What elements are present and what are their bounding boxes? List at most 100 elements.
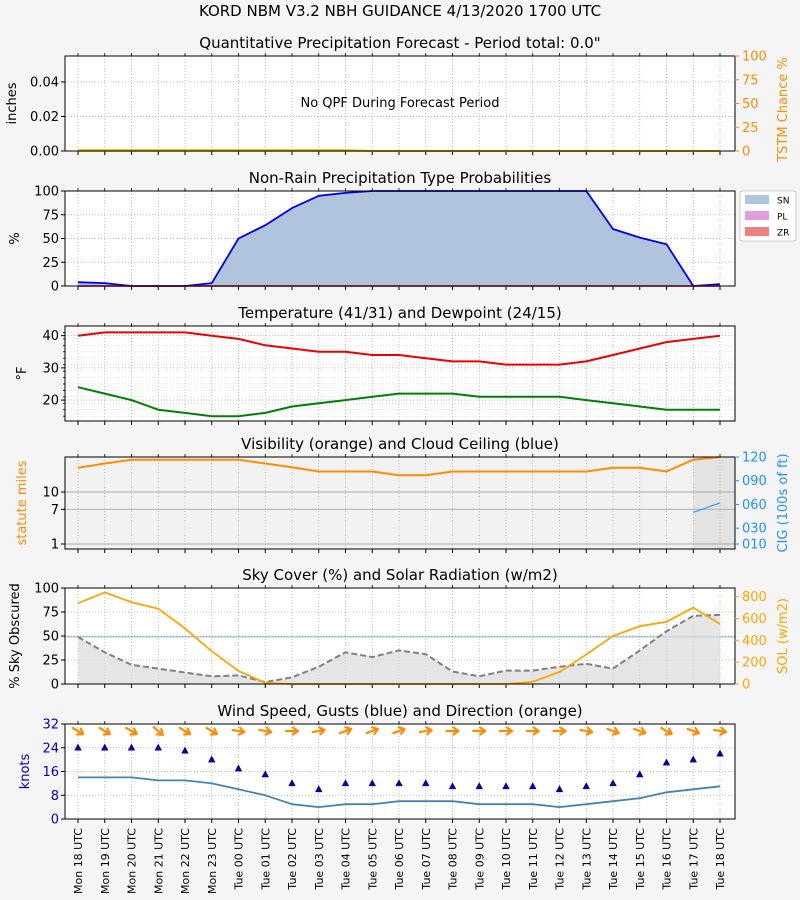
y2-tick-label: 400 (742, 634, 767, 649)
wind-direction-arrow (205, 726, 219, 736)
panel-title: Non-Rain Precipitation Type Probabilitie… (249, 169, 552, 187)
x-tick-label: Tue 04 UTC (340, 828, 353, 891)
plot-area (65, 56, 735, 151)
y-tick-label: 32 (42, 718, 59, 733)
y2-tick-label: 100 (742, 50, 767, 65)
x-tick-label: Tue 17 UTC (687, 828, 700, 891)
x-tick-label: Tue 15 UTC (634, 828, 647, 891)
panel-title: Visibility (orange) and Cloud Ceiling (b… (241, 435, 559, 453)
y-tick-label: 0 (51, 280, 59, 295)
panel-title: Quantitative Precipitation Forecast - Pe… (199, 34, 600, 52)
y-axis-label: inches (5, 82, 20, 124)
legend-label-pl: PL (777, 213, 787, 223)
wind-direction-arrow (552, 726, 567, 736)
x-tick-label: Tue 08 UTC (447, 828, 460, 891)
y-tick-label: 24 (42, 741, 59, 756)
x-tick-label: Mon 18 UTC (72, 828, 85, 894)
gust-marker (422, 779, 430, 787)
wind-direction-arrow (418, 726, 433, 736)
y2-tick-label: 120 (742, 451, 767, 466)
plot-area (65, 724, 735, 819)
y2-tick-label: 50 (742, 97, 759, 112)
gust-marker (689, 755, 697, 763)
gust-marker (636, 770, 644, 778)
wind-direction-arrow (258, 726, 273, 736)
wind-speed-line (78, 776, 721, 808)
gust-marker (555, 785, 564, 793)
x-tick-label: Mon 22 UTC (179, 828, 192, 894)
y-axis-label: knots (18, 753, 33, 789)
temperature-line (77, 331, 721, 366)
gust-marker (261, 770, 269, 778)
gust-marker (448, 782, 457, 790)
y-tick-label: 0.02 (30, 110, 59, 125)
gust-marker (716, 749, 724, 757)
wind-direction-arrow (498, 726, 514, 736)
legend-swatch-zr (745, 227, 769, 236)
sky-cover-line (77, 613, 721, 684)
plot-frame (64, 190, 736, 287)
gust-marker (234, 764, 243, 772)
panel-title: Sky Cover (%) and Solar Radiation (w/m2) (242, 566, 558, 584)
y-tick-label: 75 (42, 208, 59, 223)
no-qpf-annotation: No QPF During Forecast Period (301, 96, 500, 111)
shaded-region (65, 457, 694, 549)
y-tick-label: 16 (42, 765, 59, 780)
wind-direction-arrow (472, 726, 487, 736)
plot-frame (64, 587, 736, 685)
wind-direction-arrow (633, 726, 647, 736)
y-axis-label: °F (15, 367, 30, 381)
wind-direction-arrow (606, 726, 620, 736)
y2-tick-label: 800 (742, 590, 767, 605)
shaded-region-ceiling (693, 457, 735, 549)
x-tick-label: Mon 19 UTC (99, 828, 112, 894)
x-tick-label: Tue 13 UTC (580, 828, 593, 891)
y-tick-label: 100 (34, 582, 59, 597)
legend-label-zr: ZR (777, 229, 789, 239)
panel-title: Temperature (41/31) and Dewpoint (24/15) (237, 304, 561, 322)
y-tick-label: 1 (51, 538, 59, 553)
sn-area (78, 191, 720, 286)
plot-frame (64, 325, 736, 422)
y-tick-label: 0 (51, 678, 59, 693)
wind-direction-arrow (125, 726, 138, 736)
figure-title: KORD NBM V3.2 NBH GUIDANCE 4/13/2020 170… (199, 2, 601, 20)
wind-direction-arrow (712, 726, 728, 736)
gust-marker (127, 743, 136, 751)
y-tick-label: 50 (42, 630, 59, 645)
y2-tick-label: 010 (742, 538, 767, 553)
x-tick-label: Tue 11 UTC (527, 828, 540, 891)
y-tick-label: 0 (51, 813, 59, 828)
wind-direction-arrow (525, 726, 540, 736)
gust-marker (74, 743, 82, 751)
gust-marker (101, 743, 109, 751)
y2-tick-label: 0 (742, 678, 750, 693)
wind-direction-arrow (686, 726, 700, 736)
wind-direction-arrow (152, 726, 164, 736)
wind-direction-arrow (71, 726, 85, 736)
y-tick-label: 7 (51, 503, 59, 518)
x-tick-label: Tue 06 UTC (393, 828, 406, 891)
y2-tick-label: 75 (742, 73, 759, 88)
panel-title: Wind Speed, Gusts (blue) and Direction (… (217, 702, 582, 720)
x-tick-label: Tue 16 UTC (661, 828, 674, 891)
x-tick-label: Tue 01 UTC (259, 828, 272, 891)
visibility-line (77, 456, 721, 477)
y2-tick-label: 090 (742, 474, 767, 489)
y2-tick-label: 600 (742, 612, 767, 627)
wind-direction-arrow (445, 726, 460, 736)
legend-label-sn: SN (777, 197, 789, 207)
y-tick-label: 0.00 (30, 145, 59, 160)
y2-tick-label: 060 (742, 498, 767, 513)
wind-direction-arrow (311, 726, 326, 736)
y-tick-label: 8 (51, 789, 59, 804)
x-tick-label: Mon 21 UTC (152, 828, 165, 894)
y-tick-label: 20 (42, 394, 59, 409)
y2-tick-label: 0 (742, 145, 750, 160)
x-tick-label: Tue 07 UTC (420, 828, 433, 891)
gust-marker (529, 782, 537, 790)
wind-direction-arrow (178, 726, 192, 736)
y-tick-label: 25 (42, 654, 59, 669)
precip-type-legend: SN PL ZR (739, 190, 797, 242)
